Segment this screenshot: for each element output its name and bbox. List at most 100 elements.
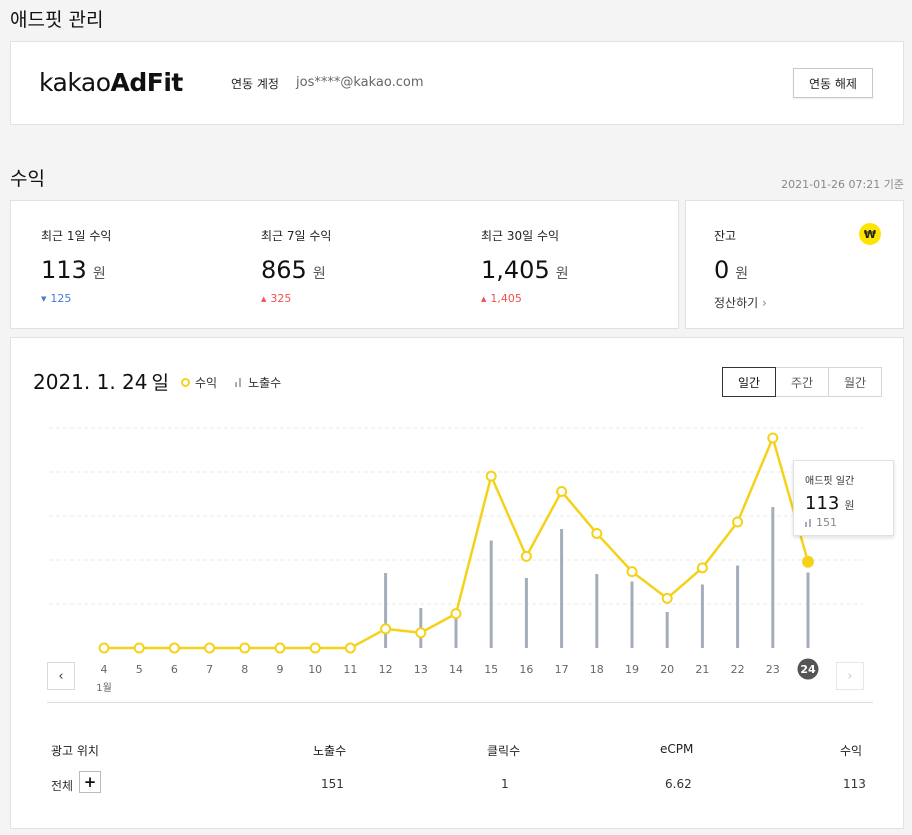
stat-label: 최근 30일 수익 <box>481 229 560 243</box>
x-tick-label: 11 <box>343 663 357 676</box>
impressions-bar <box>700 584 704 648</box>
impressions-icon <box>805 518 812 527</box>
x-tick-label: 7 <box>206 663 213 676</box>
down-arrow-icon: ▼ <box>41 294 47 303</box>
x-tick-label: 23 <box>766 663 780 676</box>
revenue-point <box>661 592 673 604</box>
legend-impressions-label: 노출수 <box>248 376 282 390</box>
table-divider <box>47 702 873 703</box>
kakao-adfit-logo: kakaoAdFit <box>39 68 183 97</box>
x-tick-label: 10 <box>308 663 322 676</box>
impressions-bar <box>630 581 634 648</box>
x-tick-label: 17 <box>555 663 569 676</box>
revenue-point <box>98 642 110 654</box>
settle-link[interactable]: 정산하기 › <box>714 294 767 311</box>
col-header-ecpm: eCPM <box>660 742 694 756</box>
col-header-position: 광고 위치 <box>51 744 99 758</box>
row-revenue: 113 <box>843 777 866 791</box>
revenue-point <box>591 527 603 539</box>
revenue-point <box>485 470 497 482</box>
unlink-button[interactable]: 연동 해제 <box>793 68 873 98</box>
x-tick-label: 5 <box>136 663 143 676</box>
chart-card: 2021. 1. 24 일 수익 노출수 일간 주간 월간 4 5 6 7 8 9 10 11 1… <box>10 337 904 829</box>
x-tick-label: 9 <box>277 663 284 676</box>
page-title: 애드핏 관리 <box>10 9 104 31</box>
stat-30day: 최근 30일 수익 1,405 원 ▲ 1,405 <box>481 227 569 305</box>
stat-label: 최근 1일 수익 <box>41 229 112 243</box>
x-tick-label: 19 <box>625 663 639 676</box>
chevron-right-icon: › <box>762 296 767 310</box>
revenue-point <box>204 642 216 654</box>
impressions-bar <box>489 540 493 648</box>
col-header-revenue: 수익 <box>840 744 863 758</box>
chart-next-button[interactable]: › <box>836 662 864 690</box>
x-tick-label: 12 <box>379 663 393 676</box>
stat-7day: 최근 7일 수익 865 원 ▲ 325 <box>261 227 331 305</box>
col-header-impressions: 노출수 <box>313 744 347 758</box>
balance-label: 잔고 <box>714 229 737 243</box>
linked-account-label: 연동 계정 <box>231 77 279 91</box>
chart-date-day: 일 <box>151 372 169 394</box>
revenue-point <box>415 627 427 639</box>
revenue-point <box>168 642 180 654</box>
stat-value: 113 <box>41 256 87 284</box>
impressions-bar <box>560 529 564 648</box>
chart-date-text: 2021. 1. 24 <box>33 370 148 394</box>
tooltip-impressions: 151 <box>816 516 837 529</box>
settle-link-label: 정산하기 <box>714 296 759 310</box>
col-header-clicks: 클릭수 <box>487 744 521 758</box>
period-monthly-button[interactable]: 월간 <box>828 367 882 397</box>
selected-day-badge <box>797 658 819 680</box>
revenue-point <box>520 550 532 562</box>
period-daily-button[interactable]: 일간 <box>722 367 776 397</box>
up-arrow-icon: ▲ <box>261 294 267 303</box>
x-tick-label: 20 <box>660 663 674 676</box>
row-impressions: 151 <box>321 777 344 791</box>
account-card: kakaoAdFit 연동 계정 jos****@kakao.com 연동 해제 <box>10 41 904 125</box>
chart-date: 2021. 1. 24 일 <box>33 368 169 395</box>
tooltip-value: 113 <box>805 493 840 514</box>
linked-account-email: jos****@kakao.com <box>296 75 424 90</box>
up-arrow-icon: ▲ <box>481 294 487 303</box>
as-of-timestamp: 2021-01-26 07:21 기준 <box>781 178 904 191</box>
chevron-left-icon: ‹ <box>58 668 64 684</box>
stat-value: 1,405 <box>481 256 550 284</box>
tooltip-title: 애드핏 일간 <box>805 476 855 487</box>
row-ecpm: 6.62 <box>665 777 692 791</box>
stat-unit: 원 <box>555 266 569 282</box>
revenue-point <box>732 516 744 528</box>
x-tick-label: 24 <box>800 663 816 676</box>
impressions-bar <box>524 578 528 648</box>
revenue-point <box>450 608 462 620</box>
x-tick-label: 13 <box>414 663 428 676</box>
tooltip-unit: 원 <box>844 499 855 512</box>
stat-label: 최근 7일 수익 <box>261 229 332 243</box>
chart-tooltip: 애드핏 일간 113 원 151 <box>793 460 894 536</box>
revenue-title: 수익 <box>10 168 45 190</box>
period-toggle: 일간 주간 월간 <box>722 367 882 397</box>
balance-unit: 원 <box>735 266 749 282</box>
revenue-point <box>239 642 251 654</box>
stat-delta: 1,405 <box>490 292 522 305</box>
impressions-legend-icon <box>235 378 243 387</box>
x-tick-label: 8 <box>241 663 248 676</box>
stat-unit: 원 <box>312 266 326 282</box>
x-month-label: 1월 <box>96 682 112 694</box>
stat-1day: 최근 1일 수익 113 원 ▼ 125 <box>41 227 111 305</box>
revenue-point <box>556 485 568 497</box>
x-tick-label: 15 <box>484 663 498 676</box>
chart-prev-button[interactable]: ‹ <box>47 662 75 690</box>
revenue-point <box>380 623 392 635</box>
revenue-point <box>344 642 356 654</box>
impressions-bar <box>454 613 458 648</box>
impressions-bar <box>771 507 775 648</box>
expand-plus-button[interactable]: + <box>79 771 101 793</box>
revenue-point <box>802 555 814 568</box>
chevron-right-icon: › <box>847 668 853 684</box>
revenue-point <box>696 562 708 574</box>
revenue-point <box>767 432 779 444</box>
stat-value: 865 <box>261 256 307 284</box>
logo-bold-text: AdFit <box>110 68 184 97</box>
